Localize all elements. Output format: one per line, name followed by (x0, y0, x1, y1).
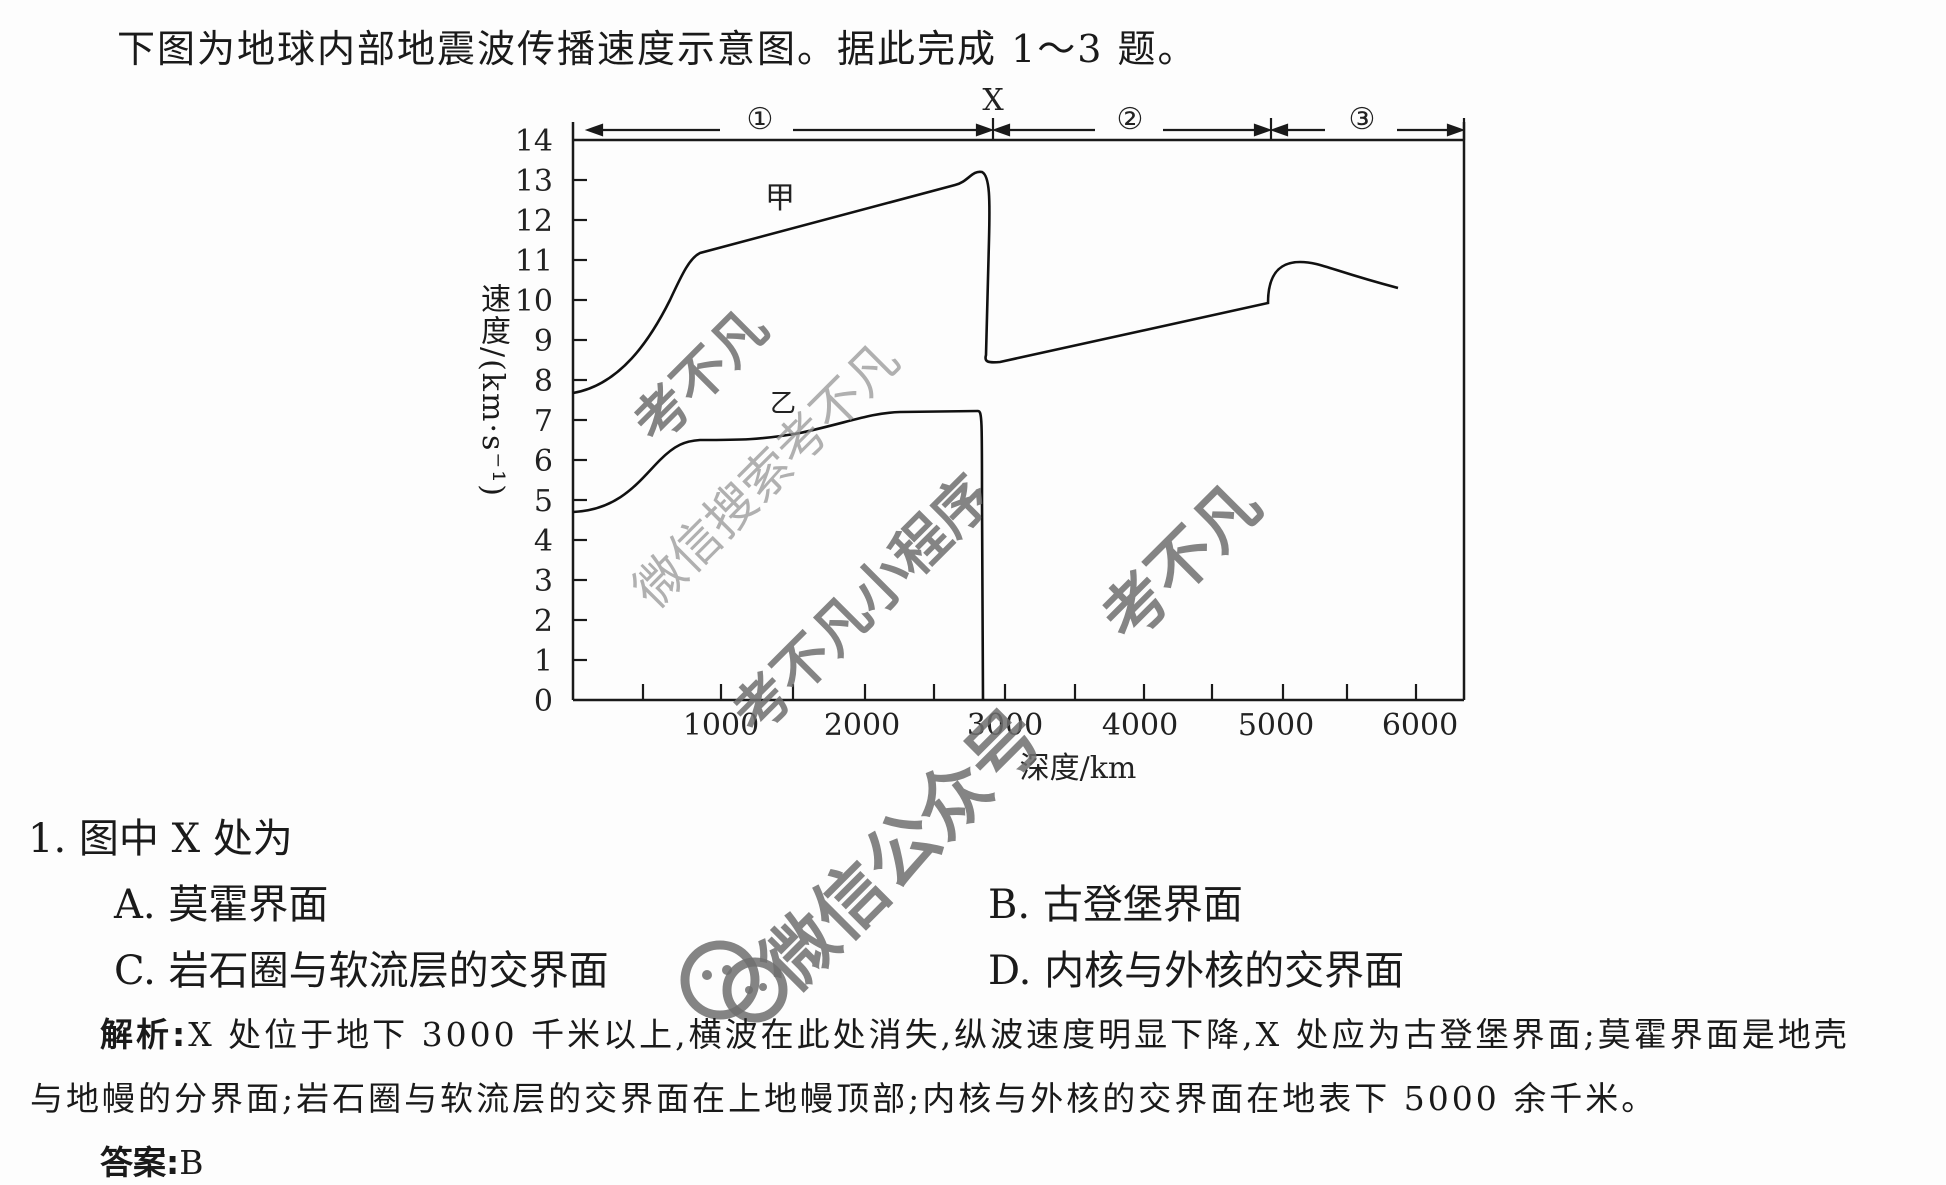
option-b[interactable]: B. 古登堡界面 (988, 882, 1243, 928)
option-d[interactable]: D. 内核与外核的交界面 (988, 948, 1405, 994)
svg-text:3: 3 (534, 564, 553, 599)
region-2-label: ② (1117, 102, 1144, 137)
svg-text:11: 11 (515, 244, 553, 279)
svg-text:5: 5 (534, 484, 553, 519)
series-yi-label: 乙 (770, 389, 796, 419)
svg-text:6: 6 (534, 444, 553, 479)
answer-label: 答案: (100, 1143, 180, 1182)
option-c[interactable]: C. 岩石圈与软流层的交界面 (114, 948, 609, 994)
svg-text:14: 14 (515, 124, 553, 159)
series-jia-label: 甲 (765, 181, 795, 216)
x-tick-labels: 1000 2000 3000 4000 5000 6000 (683, 708, 1458, 743)
y-ticks (573, 178, 587, 662)
svg-text:4000: 4000 (1102, 708, 1178, 743)
y-axis-title: 速度/(km·s⁻¹) (475, 283, 510, 498)
svg-text:3000: 3000 (967, 708, 1043, 743)
svg-text:9: 9 (534, 324, 553, 359)
svg-text:1000: 1000 (683, 708, 759, 743)
svg-text:4: 4 (534, 524, 553, 559)
svg-text:6000: 6000 (1382, 708, 1458, 743)
x-axis-title: 深度/km (1020, 751, 1137, 786)
answer-line: 答案:B (100, 1136, 203, 1184)
intro-text: 下图为地球内部地震波传播速度示意图。据此完成 1～3 题。 (117, 27, 1198, 71)
svg-text:12: 12 (515, 204, 553, 239)
region-1-label: ① (747, 102, 774, 137)
svg-text:1: 1 (534, 644, 553, 679)
svg-text:2: 2 (534, 604, 553, 639)
x-ticks (641, 684, 1418, 700)
series-yi-line (572, 409, 985, 701)
y-tick-labels: 0 1 2 3 4 5 6 7 8 9 10 11 12 13 14 (515, 124, 553, 719)
wechat-logo-icon (680, 940, 788, 1023)
svg-text:13: 13 (515, 164, 553, 199)
analysis-label: 解析: (100, 1015, 189, 1054)
series-jia-line (572, 170, 1399, 395)
answer-value: B (179, 1143, 204, 1182)
region-3-label: ③ (1349, 102, 1376, 137)
analysis-line-2: 与地幔的分界面;岩石圈与软流层的交界面在上地幔顶部;内核与外核的交界面在地表下 … (30, 1079, 1658, 1118)
svg-text:8: 8 (534, 364, 553, 399)
svg-text:10: 10 (515, 284, 553, 319)
question-stem: 1. 图中 X 处为 (28, 816, 293, 862)
analysis-line-1: 解析:X 处位于地下 3000 千米以上,横波在此处消失,纵波速度明显下降,X … (100, 1008, 1850, 1056)
x-boundary-marker: X (982, 83, 1004, 118)
chart-frame (571, 122, 1466, 702)
option-a[interactable]: A. 莫霍界面 (114, 882, 329, 928)
svg-text:0: 0 (534, 684, 553, 719)
svg-text:2000: 2000 (824, 708, 900, 743)
analysis-text-1: X 处位于地下 3000 千米以上,横波在此处消失,纵波速度明显下降,X 处应为… (188, 1015, 1850, 1054)
svg-text:5000: 5000 (1238, 708, 1314, 743)
region-arrows (584, 118, 1466, 140)
svg-text:7: 7 (534, 404, 553, 439)
seismic-velocity-chart: ① ② ③ X 0 1 2 3 4 5 6 7 8 9 10 11 12 13 … (515, 83, 1466, 786)
